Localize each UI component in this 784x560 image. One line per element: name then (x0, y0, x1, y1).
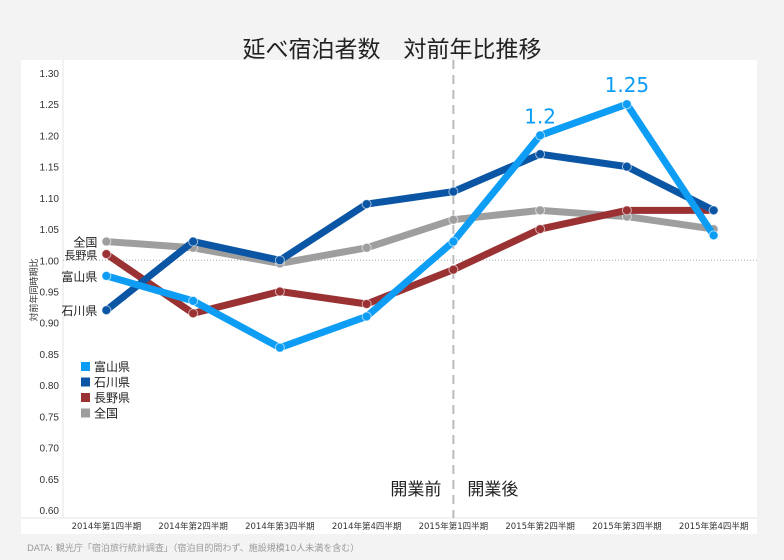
series-line-富山県 (105, 100, 717, 352)
divider-before-label: 開業前 (390, 480, 441, 500)
chart-title-text: 延べ宿泊者数 対前年比推移 (240, 37, 544, 65)
y-tick-label: 0.90 (40, 319, 60, 330)
data-point-富山県 (621, 99, 632, 110)
data-point-石川県 (361, 199, 372, 210)
y-tick-label: 0.80 (40, 381, 60, 392)
legend-swatch (81, 393, 90, 402)
legend-swatch (81, 377, 90, 387)
legend-label: 全国 (94, 406, 118, 421)
y-tick-label: 0.95 (40, 288, 60, 299)
data-point-石川県 (188, 236, 199, 247)
data-point-全国 (361, 242, 372, 253)
x-tick-label: 2014年第4四半期 (332, 521, 402, 532)
y-tick-label: 1.05 (40, 225, 60, 236)
data-point-長野県 (621, 205, 632, 216)
x-tick-label: 2015年第3四半期 (592, 521, 662, 532)
divider-after-label: 開業後 (467, 480, 518, 500)
data-point-石川県 (101, 305, 112, 316)
y-tick-label: 1.10 (40, 194, 60, 205)
chart-title: 延べ宿泊者数 対前年比推移 (0, 30, 784, 65)
y-tick-label: 1.15 (40, 163, 60, 174)
data-point-富山県 (188, 295, 199, 306)
data-label: 1.2 (524, 104, 556, 128)
series-end-label: 石川県 (61, 304, 97, 318)
data-point-富山県 (448, 236, 459, 247)
data-point-富山県 (708, 230, 719, 241)
data-point-石川県 (535, 149, 546, 160)
y-tick-label: 0.65 (40, 475, 60, 486)
legend-label: 石川県 (94, 376, 130, 390)
x-tick-label: 2015年第4四半期 (679, 521, 749, 532)
y-tick-label: 0.60 (40, 506, 60, 517)
data-point-石川県 (448, 186, 459, 197)
data-point-長野県 (188, 308, 199, 319)
x-tick-label: 2014年第3四半期 (245, 521, 315, 532)
x-tick-label: 2014年第1四半期 (72, 521, 142, 532)
y-tick-label: 1.25 (40, 100, 60, 111)
series-end-label: 長野県 (64, 249, 97, 262)
data-point-全国 (448, 214, 459, 225)
legend-label: 長野県 (94, 391, 130, 405)
data-point-長野県 (101, 249, 112, 260)
y-tick-label: 0.75 (40, 412, 60, 423)
x-tick-label: 2015年第2四半期 (505, 521, 575, 532)
data-point-長野県 (274, 286, 285, 297)
data-source-note: DATA: 観光庁「宿泊旅行統計調査」（宿泊目的問わず、施設規模10人未満を含む… (27, 544, 360, 554)
data-point-富山県 (361, 311, 372, 322)
data-point-石川県 (621, 161, 632, 172)
data-label: 1.25 (605, 73, 650, 97)
data-point-石川県 (274, 255, 285, 266)
y-tick-label: 1.20 (40, 131, 60, 142)
data-point-長野県 (535, 224, 546, 235)
series-line-石川県 (104, 150, 716, 313)
x-tick-label: 2014年第2四半期 (158, 521, 228, 532)
y-tick-label: 1.30 (40, 69, 60, 80)
legend-swatch (81, 362, 90, 371)
y-tick-label: 0.85 (40, 350, 60, 361)
y-axis-label: 対前年同時期比 (28, 258, 40, 321)
data-point-富山県 (274, 342, 285, 353)
data-point-長野県 (361, 298, 372, 309)
data-point-富山県 (101, 270, 112, 281)
series-end-label: 全国 (73, 235, 97, 250)
data-point-長野県 (448, 264, 459, 275)
y-tick-label: 0.70 (40, 444, 60, 455)
data-point-全国 (535, 205, 546, 216)
legend-swatch (81, 408, 90, 418)
series-end-label: 富山県 (61, 269, 97, 284)
data-point-石川県 (708, 205, 719, 216)
data-point-富山県 (535, 130, 546, 141)
data-point-全国 (101, 236, 112, 247)
y-tick-label: 1.00 (40, 256, 60, 267)
legend-label: 富山県 (94, 359, 130, 374)
x-tick-label: 2015年第1四半期 (419, 521, 489, 532)
